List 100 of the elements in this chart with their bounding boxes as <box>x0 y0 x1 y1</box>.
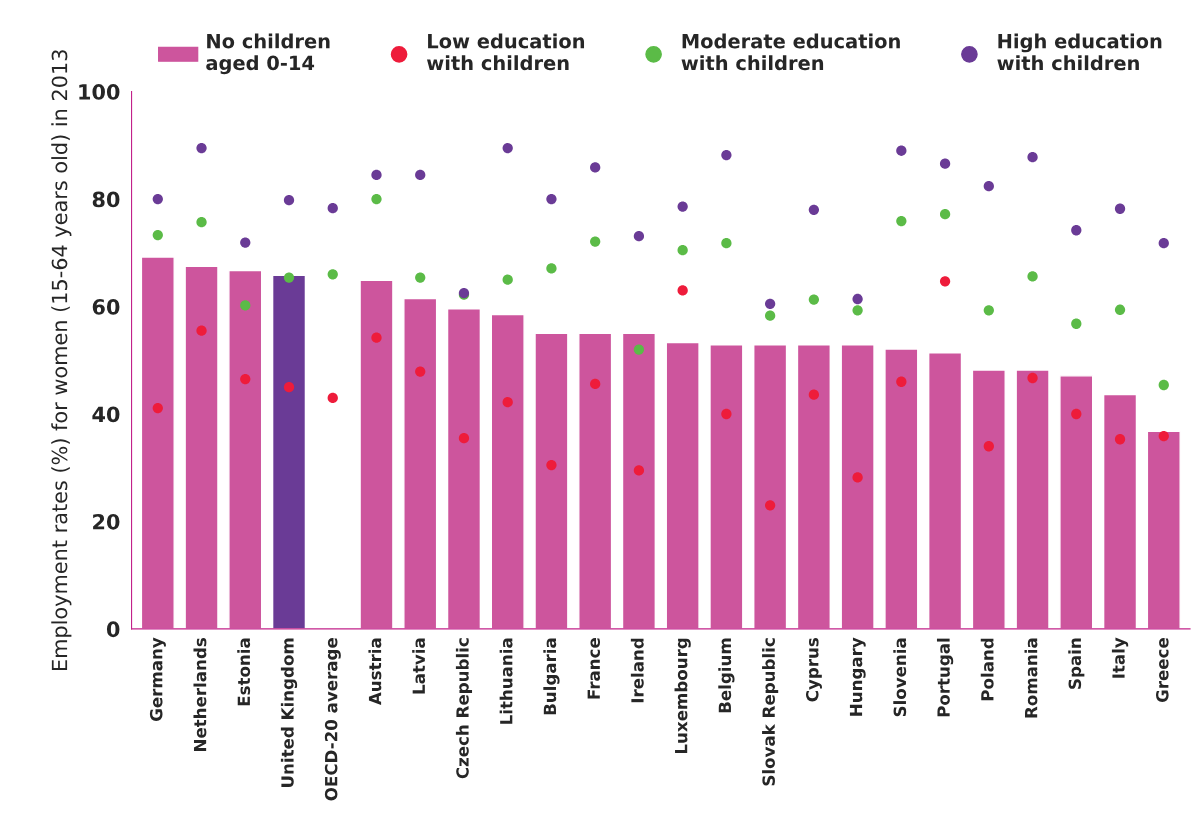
point <box>939 208 951 220</box>
bar <box>1146 430 1181 629</box>
x-tick-label: Italy <box>1111 637 1129 678</box>
point <box>502 142 513 154</box>
bar <box>140 256 175 629</box>
x-tick-label: Ireland <box>630 638 644 703</box>
point <box>371 193 382 205</box>
point <box>852 293 863 305</box>
x-tick-label: Portugal <box>936 638 954 717</box>
bar <box>753 343 788 629</box>
point <box>590 378 601 390</box>
point <box>852 472 863 483</box>
point <box>283 272 295 283</box>
x-tick-label: Hungary <box>849 637 866 716</box>
point <box>1114 434 1126 445</box>
point <box>283 381 295 393</box>
point <box>415 366 426 377</box>
point <box>896 145 907 156</box>
point <box>327 203 338 214</box>
bar <box>359 279 394 629</box>
x-tick-label: France <box>587 638 601 699</box>
point <box>240 300 251 311</box>
point <box>458 433 470 444</box>
point <box>415 272 426 283</box>
bar <box>1102 393 1138 629</box>
y-tick-label: 80 <box>92 191 120 208</box>
legend-label: High education with children <box>997 33 1162 71</box>
point <box>283 195 295 206</box>
point <box>371 169 382 181</box>
bar <box>709 343 744 629</box>
point <box>546 263 557 274</box>
point <box>721 149 732 161</box>
bar <box>446 307 482 629</box>
point <box>152 229 163 241</box>
point <box>808 389 820 400</box>
x-tick-label: United Kingdom <box>280 638 298 787</box>
y-tick-label: 40 <box>92 406 120 423</box>
bar <box>884 348 919 629</box>
bar <box>578 332 613 629</box>
point <box>1158 430 1169 442</box>
point <box>808 204 820 215</box>
point <box>939 158 951 169</box>
point <box>721 408 732 420</box>
point <box>896 215 907 227</box>
bar <box>1059 375 1094 629</box>
bar <box>228 269 263 629</box>
bar <box>403 297 438 629</box>
point <box>196 142 207 154</box>
x-tick-label: OECD-20 average <box>324 638 341 801</box>
x-tick-label: Greece <box>1156 638 1169 703</box>
x-tick-label: Luxembourg <box>674 638 691 754</box>
x-tick-label: Austria <box>368 638 382 705</box>
x-tick-label: Germany <box>149 637 166 721</box>
bar <box>621 332 657 629</box>
point <box>240 237 251 248</box>
point <box>764 500 776 511</box>
x-tick-label: Belgium <box>718 638 735 713</box>
point <box>546 459 557 471</box>
point <box>764 298 776 310</box>
x-tick-label: Slovenia <box>893 638 907 717</box>
x-tick-label: Czech Republic <box>455 638 473 779</box>
legend-label: Moderate education with children <box>681 33 900 71</box>
bar <box>534 332 569 629</box>
point <box>1071 408 1082 420</box>
y-tick-label: 20 <box>93 513 120 530</box>
y-tick-label: 100 <box>79 84 120 100</box>
point <box>896 376 907 387</box>
legend-label: Low education with children <box>426 33 585 71</box>
bar <box>1015 369 1050 629</box>
point <box>1071 318 1082 329</box>
point <box>327 392 338 404</box>
point <box>677 201 688 212</box>
point <box>764 310 776 321</box>
point <box>502 274 513 285</box>
x-tick-label: Cyprus <box>805 638 822 702</box>
bar <box>971 369 1006 629</box>
point <box>1027 271 1038 282</box>
point <box>1027 152 1038 163</box>
x-tick-label: Netherlands <box>193 638 207 751</box>
point <box>983 441 994 452</box>
point <box>152 402 163 414</box>
bar <box>665 341 700 629</box>
point <box>590 236 601 247</box>
point <box>371 332 382 343</box>
legend-label: No children aged 0-14 <box>206 33 330 75</box>
point <box>196 325 207 336</box>
point <box>633 465 645 476</box>
point <box>677 285 688 296</box>
y-axis-title: Employment rates (%) for women (15-64 years old) in 2013 <box>51 50 72 670</box>
point <box>633 231 645 242</box>
point <box>939 276 951 287</box>
bar <box>184 265 219 629</box>
x-tick-label: Romania <box>1024 638 1038 718</box>
point <box>677 244 688 256</box>
point <box>152 193 163 205</box>
point <box>808 294 820 305</box>
point <box>590 162 601 173</box>
point <box>721 237 732 249</box>
point <box>1114 203 1126 214</box>
x-tick-label: Spain <box>1068 638 1085 689</box>
